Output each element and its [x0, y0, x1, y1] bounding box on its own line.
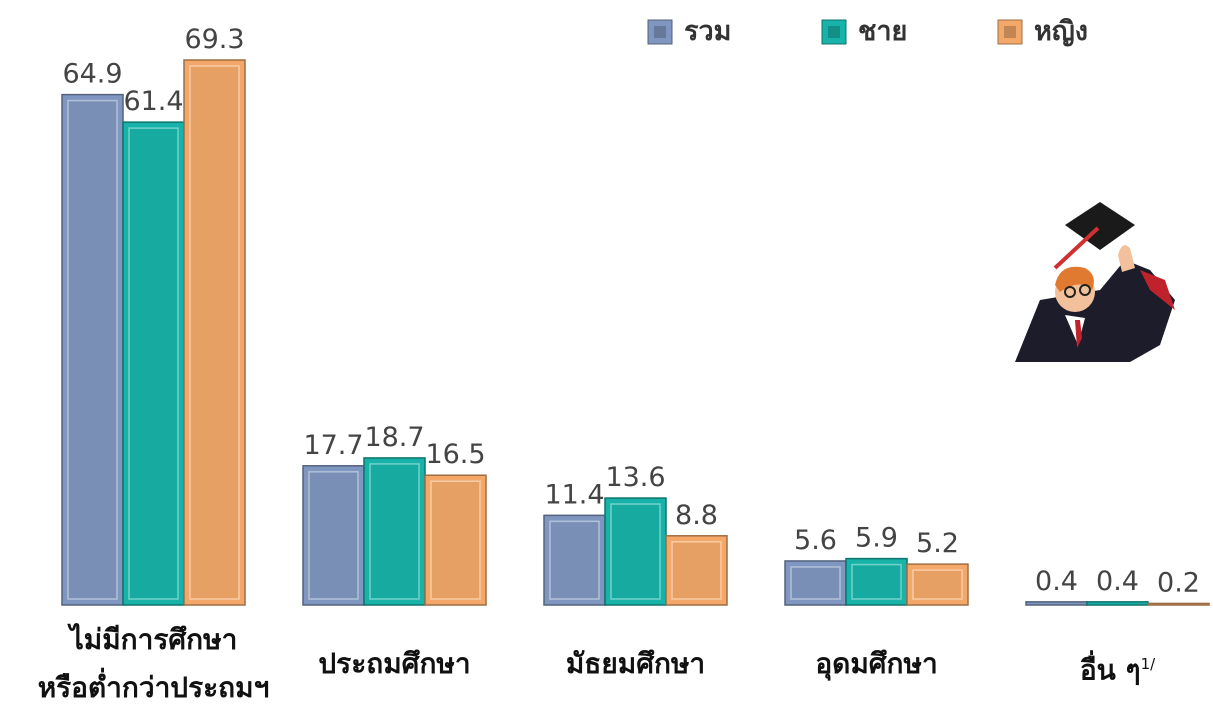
- footnote-mark: 1/: [1141, 655, 1156, 673]
- value-label: 11.4: [544, 479, 604, 510]
- category-text: ไม่มีการศึกษา หรือต่ำกว่าประถมฯ: [38, 623, 270, 704]
- value-label: 69.3: [184, 24, 244, 55]
- bar-bevel: [431, 481, 480, 599]
- value-label: 18.7: [364, 422, 424, 453]
- value-label: 17.7: [303, 430, 363, 461]
- value-label: 0.4: [1096, 566, 1139, 597]
- value-label: 16.5: [425, 439, 485, 470]
- value-label: 5.2: [916, 528, 959, 559]
- category-label: อื่น ๆ1/: [968, 640, 1213, 694]
- bar-bevel: [672, 542, 721, 599]
- value-label: 61.4: [123, 86, 183, 117]
- value-label: 64.9: [62, 59, 122, 90]
- category-text: มัธยมศึกษา: [566, 647, 705, 680]
- legend-swatch-bevel: [828, 26, 840, 38]
- bar: [1148, 603, 1209, 605]
- value-label: 13.6: [605, 462, 665, 493]
- bar-bevel: [370, 464, 419, 599]
- bar-bevel: [913, 570, 962, 599]
- bar-bevel: [550, 521, 599, 599]
- legend-label: ชาย: [858, 16, 907, 47]
- page: 64.9 17.7 11.4 5.6 0.4 61.4 18.7 13.6 5.9 0.4 69.3…: [0, 0, 1213, 715]
- legend-label: หญิง: [1034, 16, 1088, 47]
- bar-bevel: [68, 101, 117, 599]
- bar-bevel: [852, 565, 901, 599]
- bar-bevel: [309, 472, 358, 599]
- category-text: อื่น ๆ: [1080, 653, 1141, 686]
- value-label: 0.4: [1035, 566, 1078, 597]
- bar: [1026, 602, 1087, 605]
- legend-swatch-bevel: [654, 26, 666, 38]
- bar-bevel: [190, 66, 239, 599]
- bar-bevel: [611, 504, 660, 599]
- bar-bevel: [129, 128, 178, 599]
- chart: 64.9 17.7 11.4 5.6 0.4 61.4 18.7 13.6 5.9 0.4 69.3…: [0, 0, 1213, 715]
- value-label: 5.9: [855, 523, 898, 554]
- value-label: 8.8: [675, 500, 718, 531]
- legend-swatch-bevel: [1004, 26, 1016, 38]
- legend-label: รวม: [684, 16, 731, 47]
- bar-bevel: [791, 567, 840, 599]
- category-text: ประถมศึกษา: [318, 647, 470, 680]
- category-text: อุดมศึกษา: [815, 647, 937, 680]
- value-label: 0.2: [1157, 567, 1200, 598]
- graduate-illustration: [1015, 202, 1175, 362]
- bar: [1087, 602, 1148, 605]
- value-label: 5.6: [794, 525, 837, 556]
